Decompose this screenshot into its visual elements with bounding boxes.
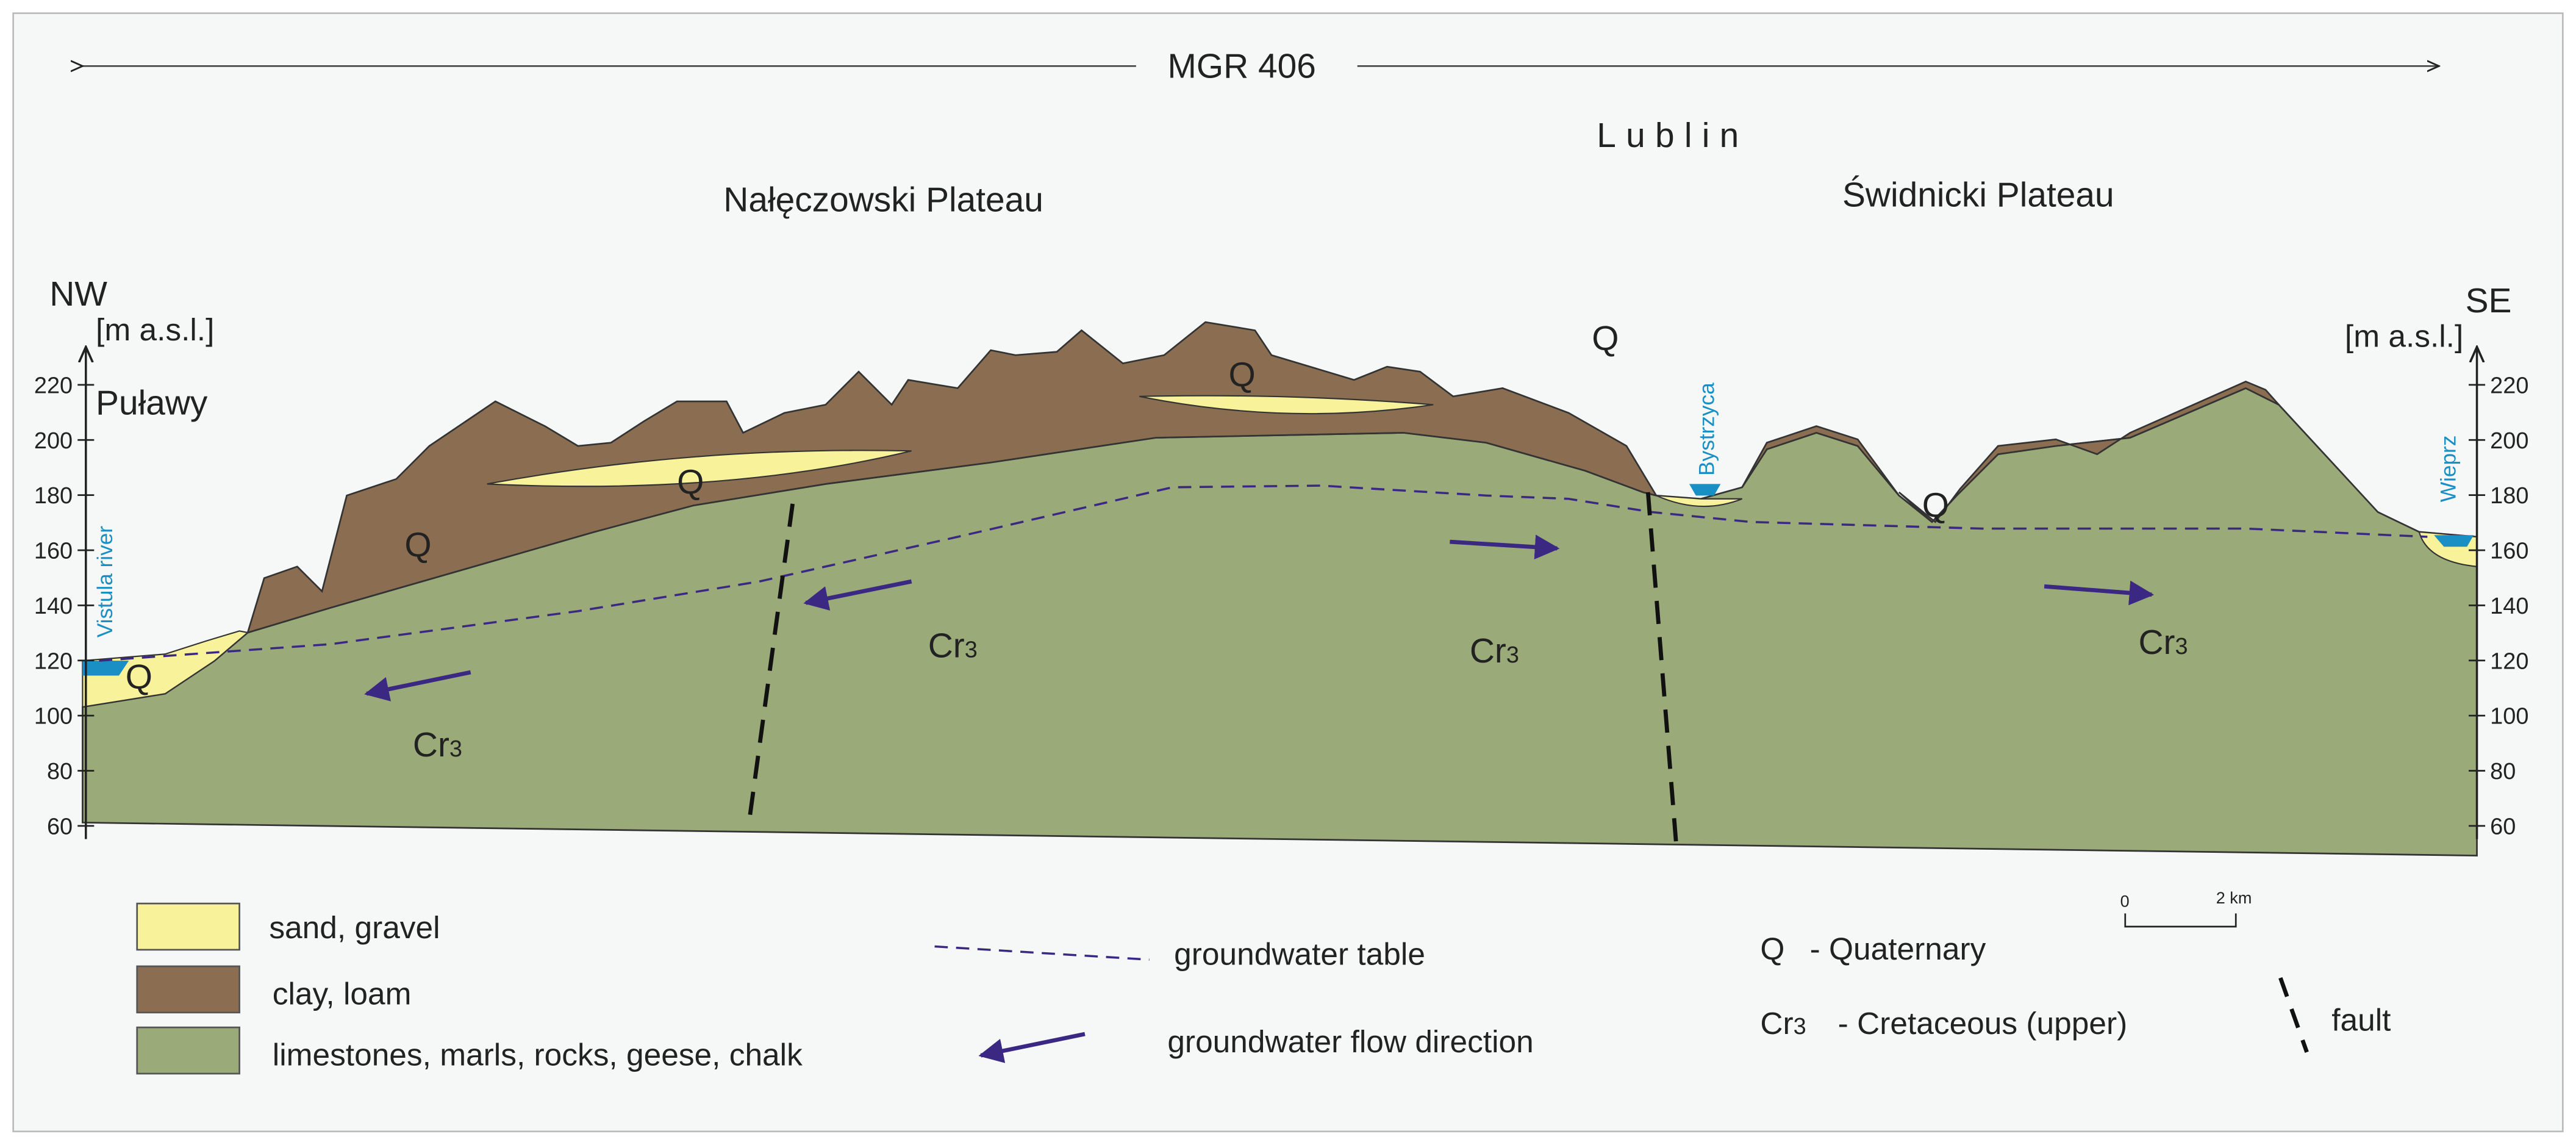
legend-text: sand, gravel — [269, 910, 440, 945]
legend-swatch — [136, 902, 240, 951]
unit-label: Cr3 — [928, 627, 978, 666]
tick-label: 60 — [47, 814, 73, 839]
scale-label: 0 — [2120, 892, 2130, 911]
unit-label: Q — [1922, 487, 1949, 525]
flow-arrow — [1450, 534, 1560, 559]
tick-label: 120 — [2490, 648, 2528, 674]
flow-arrow — [364, 670, 471, 702]
direction: NW — [49, 275, 107, 314]
tick-label: 200 — [34, 428, 73, 454]
legend-swatch — [136, 1026, 240, 1075]
legend-text: groundwater flow direction — [1167, 1024, 1533, 1059]
legend-arrow — [978, 1032, 1086, 1063]
unit-base: Cr — [1470, 632, 1506, 670]
unit-label: Q — [677, 464, 704, 502]
tick-label: 160 — [2490, 539, 2528, 564]
legend-swatch — [136, 965, 240, 1014]
tick-label: 140 — [2490, 594, 2528, 619]
unit-base: Cr — [2138, 623, 2175, 662]
groundwater-table — [99, 484, 2428, 662]
sand — [487, 450, 912, 487]
direction: SE — [2466, 282, 2512, 320]
tick-label: 200 — [2490, 428, 2528, 454]
fault — [747, 503, 795, 818]
axis-unit: [m a.s.l.] — [2345, 318, 2463, 354]
legend-fault — [2278, 977, 2309, 1053]
legend-text: fault — [2331, 1002, 2391, 1038]
tick-label: 220 — [2490, 373, 2528, 398]
unit-sub: 3 — [1794, 1014, 1806, 1039]
unit-label: Cr3 — [413, 726, 462, 764]
unit-label: Q — [404, 526, 431, 565]
region: Świdnicki Plateau — [1842, 174, 2114, 214]
river: Vistula river — [93, 526, 117, 637]
ticks: 220 220 200 200 180 180 160 160 140 140 120 120 100 1… — [34, 373, 2529, 839]
unit-label: Q — [126, 658, 152, 697]
title: MGR 406 — [1168, 47, 1316, 85]
sand — [82, 630, 249, 708]
tick-label: 100 — [34, 704, 73, 730]
fault — [1645, 492, 1678, 843]
tick-label: 180 — [34, 483, 73, 509]
unit-label: Q — [1229, 356, 1256, 395]
tick-label: 180 — [2490, 483, 2528, 509]
legend-symbol: Cr3 — [1760, 1005, 1806, 1041]
water — [1689, 484, 1721, 496]
tick-label: 80 — [47, 759, 73, 784]
legend-text: limestones, marls, rocks, geese, chalk — [273, 1036, 803, 1072]
legend-text: - Cretaceous (upper) — [1838, 1005, 2128, 1041]
river: Wieprz — [2436, 436, 2460, 502]
legend-text: clay, loam — [273, 975, 412, 1011]
unit-sub: 3 — [965, 637, 978, 663]
river: Bystrzyca — [1695, 382, 1719, 476]
sand — [1139, 395, 1434, 415]
legend-line — [934, 945, 1150, 961]
tick-label: 220 — [34, 373, 73, 398]
sand — [1656, 495, 1743, 508]
tick-label: 60 — [2490, 814, 2516, 839]
unit-sub: 3 — [1506, 642, 1519, 668]
unit-sub: 3 — [2175, 634, 2188, 659]
flow-arrow — [803, 579, 912, 611]
unit-base: Cr — [1760, 1005, 1793, 1041]
tick-label: 140 — [34, 594, 73, 619]
unit-base: Cr — [413, 726, 449, 764]
unit-label: Cr3 — [2138, 623, 2188, 662]
water — [2434, 535, 2474, 547]
tick-label: 80 — [2490, 759, 2516, 784]
unit-base: Cr — [928, 627, 965, 666]
axis-unit: [m a.s.l.] — [96, 312, 214, 347]
place: Puławy — [96, 384, 208, 423]
tick-label: 160 — [34, 539, 73, 564]
legend-text: - Quaternary — [1810, 931, 1986, 966]
scale-label: 2 km — [2216, 888, 2252, 907]
legend-text: groundwater table — [1174, 936, 1425, 971]
water — [82, 661, 129, 676]
region: Nałęczowski Plateau — [723, 181, 1043, 220]
tick-label: 100 — [2490, 704, 2528, 730]
flow-arrow — [2044, 580, 2155, 606]
tick-label: 120 — [34, 648, 73, 674]
unit-sub: 3 — [449, 736, 462, 762]
legend-symbol: Q — [1760, 931, 1784, 966]
scale-bar — [2124, 913, 2237, 928]
city: Lublin — [1597, 117, 1748, 155]
clay — [1741, 381, 2280, 523]
unit-label: Cr3 — [1470, 632, 1519, 670]
unit-label: Q — [1592, 320, 1619, 358]
